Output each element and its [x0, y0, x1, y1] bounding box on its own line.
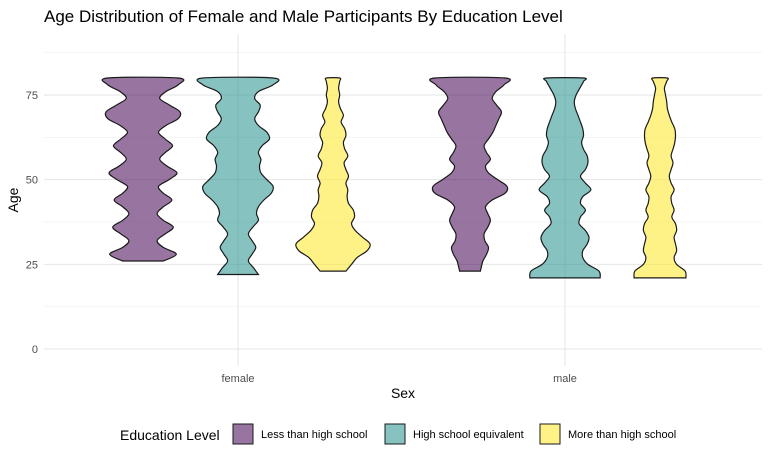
violin-male-more-than-high-school: [633, 77, 687, 279]
legend-label: High school equivalent: [413, 429, 524, 441]
y-axis-title: Age: [5, 187, 21, 212]
x-tick-label: male: [553, 373, 577, 385]
legend-title: Education Level: [120, 427, 220, 443]
y-tick-label: 50: [26, 175, 38, 187]
y-tick-labels: 0 25 50 75: [26, 90, 38, 356]
legend-key: [232, 423, 254, 445]
y-tick-label: 0: [32, 344, 38, 356]
x-tick-labels: female male: [221, 373, 576, 385]
violin-female-high-school-equivalent: [196, 76, 280, 276]
violin-female-less-than-high-school: [101, 76, 185, 262]
legend: Education Level Less than high school Hig…: [120, 423, 676, 445]
legend-label: Less than high school: [261, 429, 367, 441]
legend-key: [384, 423, 406, 445]
violin-female-more-than-high-school: [295, 77, 371, 272]
legend-key: [539, 423, 561, 445]
chart-title: Age Distribution of Female and Male Part…: [44, 7, 563, 26]
y-tick-label: 75: [26, 90, 38, 102]
legend-label: More than high school: [568, 429, 676, 441]
y-tick-label: 25: [26, 259, 38, 271]
violin-male-less-than-high-school: [429, 76, 511, 272]
x-axis-title: Sex: [391, 385, 415, 401]
violin-male-high-school-equivalent: [529, 77, 601, 279]
violins: [101, 76, 687, 279]
x-tick-label: female: [221, 373, 254, 385]
